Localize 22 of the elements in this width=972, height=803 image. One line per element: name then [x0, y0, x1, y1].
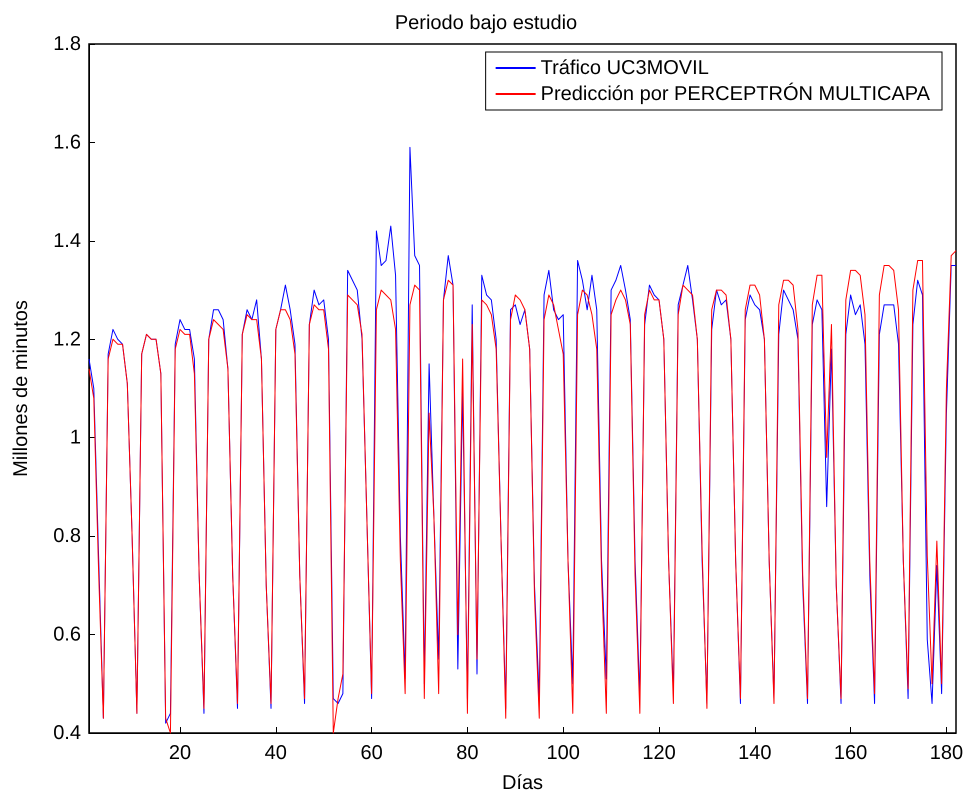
x-tick-label: 100: [546, 742, 580, 764]
y-tick-label: 1.8: [53, 33, 81, 55]
x-tick-label: 40: [264, 742, 287, 764]
y-tick-label: 1.6: [53, 131, 81, 154]
x-tick-label: 60: [360, 742, 383, 764]
y-tick-label: 1: [70, 426, 81, 449]
x-tick-label: 80: [456, 742, 479, 764]
y-tick-label: 1.4: [53, 230, 81, 252]
y-tick-label: 0.8: [53, 525, 81, 548]
x-tick-label: 160: [834, 742, 868, 764]
chart-title: Periodo bajo estudio: [394, 12, 578, 34]
legend-label: Tráfico UC3MOVIL: [540, 57, 709, 79]
x-tick-label: 180: [930, 742, 964, 764]
y-axis-title: Millones de minutos: [10, 300, 32, 477]
x-axis-title: Días: [502, 772, 544, 794]
y-tick-label: 1.2: [53, 328, 81, 350]
x-tick-label: 120: [642, 742, 676, 764]
legend-label: Predicción por PERCEPTRÓN MULTICAPA: [540, 82, 931, 105]
y-tick-label: 0.6: [53, 624, 81, 646]
x-tick-label: 140: [738, 742, 772, 764]
x-tick-label: 20: [168, 742, 192, 764]
y-tick-label: 0.4: [53, 722, 81, 744]
